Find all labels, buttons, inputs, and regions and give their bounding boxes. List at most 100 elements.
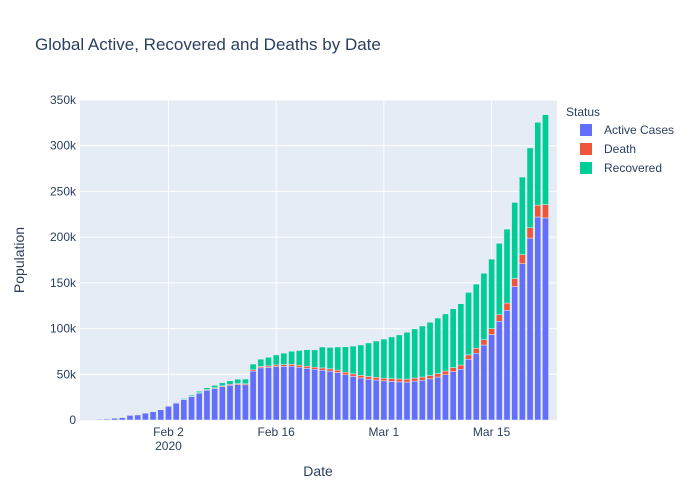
bar-segment — [503, 310, 511, 421]
bar-segment — [349, 373, 357, 377]
bar-segment — [542, 217, 549, 421]
bar-segment — [519, 176, 526, 255]
bar-segment — [419, 376, 426, 381]
bar-segment — [242, 378, 249, 385]
bar-segment — [480, 344, 488, 421]
x-tick-sublabel: 2020 — [155, 439, 182, 453]
y-axis-title: Population — [11, 227, 27, 293]
bar-segment — [411, 380, 418, 421]
bar-segment — [395, 378, 403, 383]
bar-segment — [388, 378, 395, 382]
y-axis-ticks: 0 50k 100k 150k 200k 250k 300k 350k — [50, 93, 77, 427]
bar-segment — [380, 380, 388, 421]
bar-segment — [380, 377, 388, 382]
bar-segment — [265, 357, 272, 367]
bar-segment — [419, 379, 426, 421]
bar-segment — [265, 367, 272, 421]
bar-segment — [149, 411, 157, 421]
bar-segment — [288, 351, 295, 365]
bar-segment — [165, 406, 172, 421]
bar-segment — [365, 378, 372, 421]
bar-segment — [257, 358, 265, 367]
bar-segment — [411, 328, 418, 379]
bar-segment — [388, 336, 395, 379]
bar-segment — [303, 349, 311, 367]
bar-segment — [395, 381, 403, 421]
bar-segment — [511, 286, 519, 421]
bar-segment — [457, 369, 465, 421]
legend-item-label[interactable]: Active Cases — [604, 123, 674, 137]
bar-segment — [226, 385, 234, 421]
bar-segment — [472, 348, 480, 354]
bar-segment — [442, 313, 449, 372]
bar-segment — [449, 308, 457, 368]
bar-segment — [249, 370, 257, 421]
bar-segment — [519, 263, 526, 421]
legend-swatch[interactable] — [580, 143, 592, 155]
bar-segment — [295, 366, 303, 421]
bar-segment — [542, 204, 549, 219]
bar-segment — [342, 372, 349, 375]
bar-segment — [319, 367, 326, 371]
bar-segment — [272, 366, 280, 421]
y-tick-label: 350k — [50, 93, 77, 107]
bar-segment — [511, 202, 519, 279]
legend-item-label[interactable]: Death — [604, 142, 636, 156]
bar-segment — [426, 375, 434, 380]
bar-segment — [357, 377, 365, 421]
bar-segment — [434, 317, 442, 374]
bar-segment — [349, 376, 357, 421]
bar-segment — [311, 349, 318, 368]
bar-segment — [272, 354, 280, 366]
legend-title: Status — [566, 105, 600, 119]
bar-segment — [503, 228, 511, 304]
bar-segment — [280, 366, 288, 421]
bar-segment — [326, 347, 334, 370]
bar-segment — [234, 384, 242, 421]
bar-segment — [142, 412, 149, 421]
bar-segment — [111, 418, 118, 421]
bar-segment — [457, 364, 465, 370]
bar-segment — [295, 350, 303, 366]
bar-segment — [326, 370, 334, 421]
bar-segment — [503, 302, 511, 311]
bar-segment — [511, 278, 519, 287]
bar-segment — [372, 340, 380, 378]
bar-segment — [372, 377, 380, 381]
bar-segment — [195, 391, 203, 393]
bar-segment — [242, 384, 249, 421]
legend[interactable]: Status Active Cases Death Recovered — [566, 105, 674, 175]
chart-title: Global Active, Recovered and Deaths by D… — [35, 35, 381, 54]
bar-segment — [534, 204, 542, 218]
bar-segment — [211, 388, 218, 421]
legend-swatch[interactable] — [580, 124, 592, 136]
bar-segment — [434, 373, 442, 378]
x-tick-label: Mar 1 — [369, 425, 400, 439]
legend-item-label[interactable]: Recovered — [604, 161, 662, 175]
bar-segment — [134, 414, 142, 421]
bars — [80, 114, 549, 421]
x-tick-label: Feb 2 — [153, 425, 184, 439]
bar-segment — [303, 366, 311, 369]
bar-segment — [488, 258, 495, 329]
bar-segment — [457, 303, 465, 366]
bar-segment — [118, 417, 126, 421]
bar-segment — [480, 273, 488, 340]
bar-segment — [342, 346, 349, 373]
bar-segment — [542, 114, 549, 205]
bar-segment — [172, 402, 180, 421]
bar-segment — [495, 321, 503, 421]
legend-swatch[interactable] — [580, 162, 592, 174]
bar-segment — [195, 392, 203, 421]
bar-segment — [426, 378, 434, 421]
bar-segment — [365, 342, 372, 377]
bar-segment — [342, 374, 349, 421]
bar-segment — [280, 352, 288, 365]
bar-segment — [226, 380, 234, 385]
bar-segment — [203, 390, 211, 421]
bar-segment — [180, 397, 188, 400]
y-tick-label: 150k — [50, 276, 77, 290]
bar-segment — [519, 254, 526, 264]
bar-segment — [311, 369, 318, 421]
